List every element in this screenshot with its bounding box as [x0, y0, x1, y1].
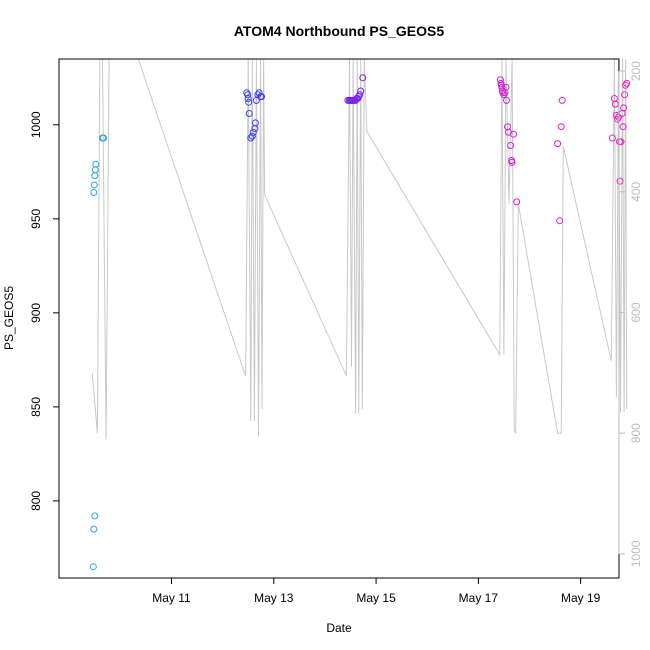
- data-point: [359, 74, 367, 82]
- data-point: [90, 189, 98, 196]
- data-point: [89, 563, 97, 571]
- altitude-line-layer: [91, 58, 628, 440]
- data-point: [620, 104, 628, 112]
- y2-tick-label: 200: [629, 61, 643, 81]
- y-tick-label: 850: [29, 397, 43, 417]
- y2-axis-altitude: 200 400 600 800 1000: [618, 61, 643, 567]
- data-point: [249, 128, 257, 136]
- data-point: [556, 217, 564, 225]
- data-points-layer: [89, 74, 631, 571]
- data-point: [244, 95, 252, 102]
- data-point: [611, 100, 619, 108]
- data-point: [503, 96, 510, 104]
- data-point: [357, 87, 365, 95]
- data-point: [356, 91, 364, 99]
- data-point: [90, 525, 98, 533]
- altitude-line: [91, 58, 628, 440]
- data-point: [245, 110, 253, 117]
- data-point: [245, 98, 253, 106]
- data-point: [502, 83, 510, 91]
- chart-title: ATOM4 Northbound PS_GEOS5: [234, 23, 444, 39]
- x-axis: May 11 May 13 May 15 May 17 May 19: [152, 577, 601, 605]
- data-point: [258, 93, 265, 101]
- data-point: [244, 91, 252, 99]
- data-point: [247, 134, 255, 142]
- data-point: [621, 91, 629, 99]
- y-tick-label: 900: [29, 303, 43, 323]
- data-point: [619, 123, 627, 131]
- data-point: [91, 512, 99, 520]
- data-point: [554, 140, 562, 148]
- y-axis: 800 850 900 950 1000: [29, 111, 60, 511]
- data-point: [608, 134, 616, 142]
- y2-tick-label: 600: [629, 302, 643, 322]
- data-point: [90, 181, 98, 189]
- data-point: [507, 142, 515, 149]
- y2-tick-label: 1000: [629, 540, 643, 567]
- data-point: [617, 138, 625, 146]
- y-tick-label: 950: [29, 208, 43, 228]
- x-tick-label: May 17: [459, 591, 499, 605]
- data-point: [510, 130, 518, 138]
- data-point: [513, 198, 521, 206]
- data-point: [100, 134, 107, 142]
- data-point: [251, 119, 259, 127]
- x-tick-label: May 15: [356, 591, 396, 605]
- data-point: [508, 158, 516, 166]
- data-point: [248, 132, 256, 140]
- x-tick-label: May 19: [561, 591, 601, 605]
- y2-tick-label: 800: [629, 423, 643, 443]
- x-tick-label: May 11: [152, 591, 191, 605]
- data-point: [92, 160, 100, 168]
- data-point: [558, 96, 566, 104]
- y-tick-label: 1000: [29, 111, 43, 138]
- data-point: [616, 177, 624, 185]
- data-point: [557, 123, 565, 131]
- y-axis-label: PS_GEOS5: [2, 286, 16, 350]
- y2-tick-label: 400: [629, 181, 643, 201]
- y-tick-label: 800: [29, 491, 43, 511]
- x-tick-label: May 13: [254, 591, 294, 605]
- data-point: [623, 79, 631, 87]
- x-axis-label: Date: [326, 621, 352, 635]
